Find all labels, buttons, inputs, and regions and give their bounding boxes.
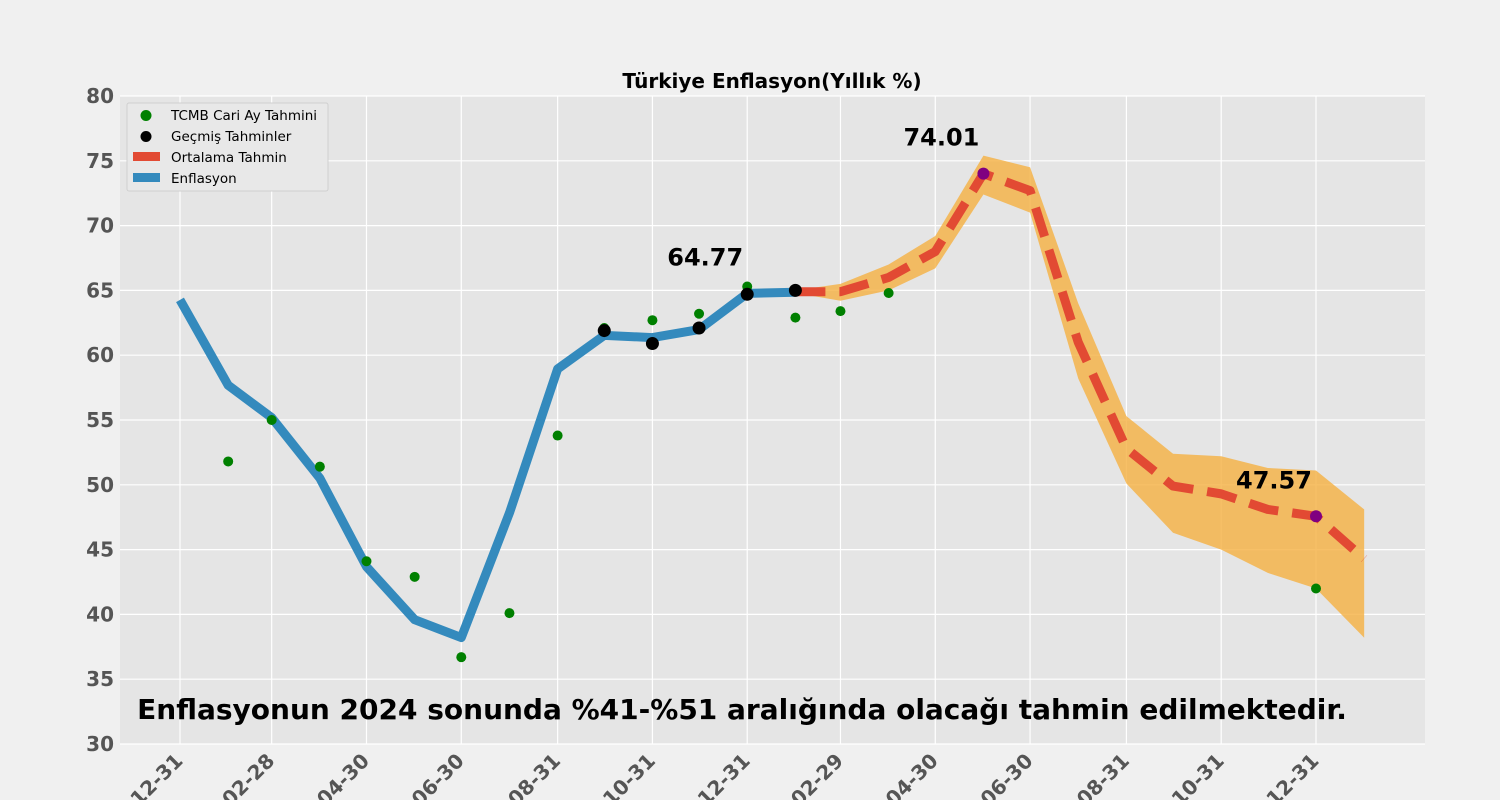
x-tick-label: 04-30 <box>881 749 943 800</box>
x-tick-label: 08-31 <box>503 749 565 800</box>
x-tick-label: 10-31 <box>598 749 660 800</box>
series-lines-layer <box>176 169 1368 643</box>
value-annotation: 47.57 <box>1236 466 1312 494</box>
highlight-point <box>1310 510 1322 523</box>
value-annotation: 64.77 <box>667 243 743 271</box>
series-points-layer <box>223 167 1322 663</box>
y-tick-label: 60 <box>86 343 114 367</box>
legend-marker-mean <box>133 152 160 161</box>
legend: TCMB Cari Ay Tahmini Geçmiş Tahminler Or… <box>126 102 329 192</box>
legend-box <box>126 102 329 192</box>
y-tick-label: 75 <box>86 149 114 173</box>
legend-marker-tcmb <box>140 110 152 121</box>
y-tick-label: 35 <box>86 667 114 691</box>
footer-note: Enflasyonun 2024 sonunda %41-%51 aralığı… <box>137 693 1347 726</box>
x-tick-label: 06-30 <box>975 749 1037 800</box>
legend-label-inflation: Enflasyon <box>171 171 237 187</box>
forecast-band-layer <box>795 155 1365 638</box>
tcmb-forecast-point <box>647 315 658 326</box>
y-tick-label: 30 <box>86 732 114 756</box>
legend-marker-past <box>140 131 152 142</box>
y-tick-label: 50 <box>86 473 114 497</box>
legend-label-tcmb: TCMB Cari Ay Tahmini <box>170 108 317 124</box>
legend-marker-inflation <box>133 173 160 182</box>
y-tick-label: 70 <box>86 214 114 238</box>
tcmb-forecast-point <box>835 306 846 317</box>
past-forecast-point <box>645 337 659 351</box>
x-tick-label: 08-31 <box>1072 749 1134 800</box>
tcmb-forecast-point <box>361 556 372 567</box>
highlight-point <box>977 167 990 180</box>
tcmb-forecast-point <box>790 312 801 323</box>
tcmb-forecast-point <box>883 287 894 298</box>
past-forecast-point <box>692 321 706 335</box>
tcmb-forecast-point <box>456 652 467 663</box>
x-tick-label: 12-31 <box>693 749 755 800</box>
inflation-line <box>176 287 796 643</box>
x-tick-label: 06-30 <box>407 749 469 800</box>
tcmb-forecast-point <box>552 430 563 441</box>
past-forecast-point <box>740 287 754 301</box>
y-tick-label: 80 <box>86 84 114 108</box>
value-annotation: 74.01 <box>903 124 979 152</box>
past-forecast-point <box>597 324 611 338</box>
y-tick-label: 40 <box>86 602 114 626</box>
y-tick-label: 55 <box>86 408 114 432</box>
y-tick-label: 65 <box>86 278 114 302</box>
y-axis-ticks: 30 35 40 45 50 55 60 65 70 75 80 <box>86 84 114 756</box>
x-tick-label: 02-28 <box>217 749 279 800</box>
past-forecast-point <box>788 283 802 297</box>
mean-forecast-line <box>795 169 1368 563</box>
tcmb-forecast-point <box>409 571 420 582</box>
tcmb-forecast-point <box>314 461 325 472</box>
tcmb-forecast-point <box>1311 583 1321 594</box>
tcmb-forecast-point <box>694 308 705 319</box>
x-tick-label: 10-31 <box>1167 749 1229 800</box>
forecast-band <box>795 155 1365 638</box>
tcmb-forecast-point <box>223 456 234 467</box>
x-tick-label: 04-30 <box>312 749 374 800</box>
x-tick-label: 02-29 <box>786 749 848 800</box>
tcmb-forecast-point <box>266 415 277 425</box>
y-tick-label: 45 <box>86 538 114 562</box>
legend-label-past: Geçmiş Tahminler <box>171 129 292 145</box>
chart-title: Türkiye Enflasyon(Yıllık %) <box>622 69 921 93</box>
value-annotations: 64.77 74.01 47.57 <box>667 124 1312 495</box>
x-tick-label: 12-31 <box>1261 749 1323 800</box>
x-axis-ticks: 12-31 02-28 04-30 06-30 08-31 10-31 12-31 02-29… <box>125 749 1323 800</box>
x-tick-label: 12-31 <box>125 749 187 800</box>
legend-label-mean: Ortalama Tahmin <box>171 150 287 166</box>
tcmb-forecast-point <box>504 608 515 619</box>
